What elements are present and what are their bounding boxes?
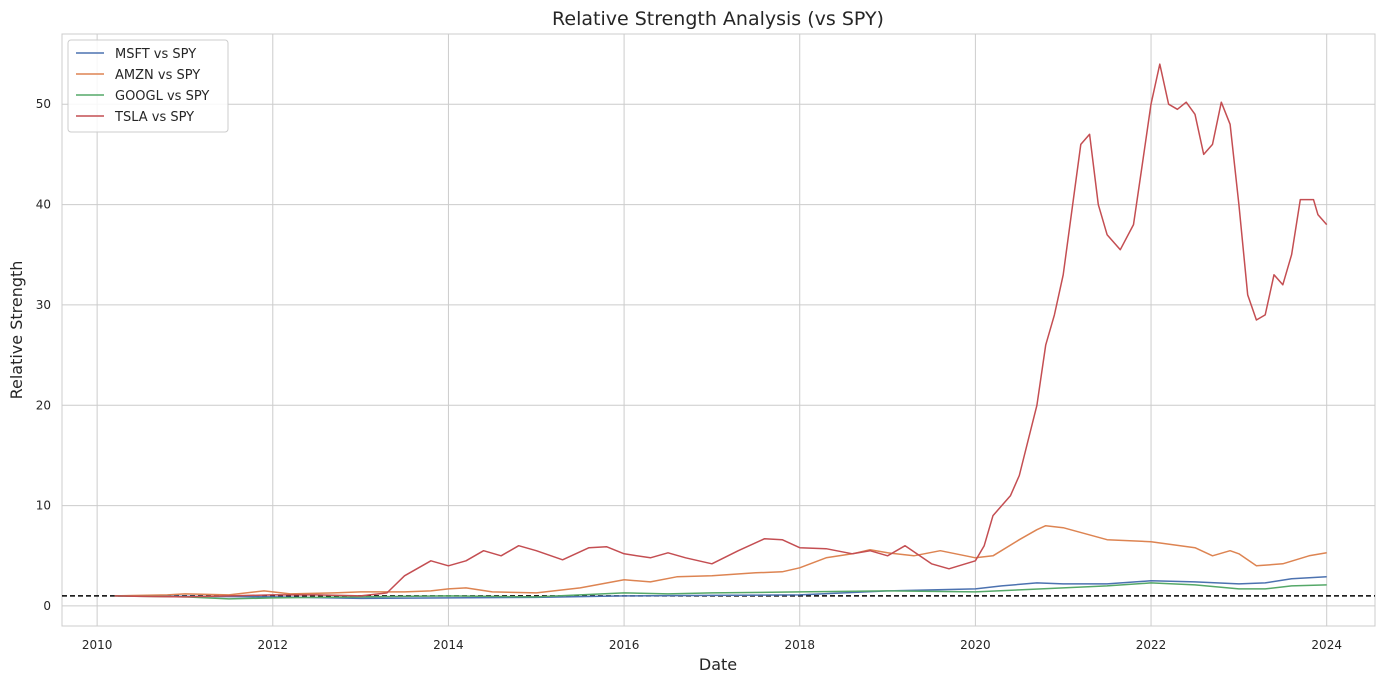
plot-area	[61, 33, 1376, 627]
x-tick-label: 2022	[1136, 638, 1167, 652]
series-group	[114, 63, 1328, 600]
y-tick-label: 0	[43, 599, 51, 613]
x-tick-label: 2014	[433, 638, 464, 652]
series-line-0	[114, 576, 1327, 600]
series-line-2	[114, 582, 1327, 600]
chart-title: Relative Strength Analysis (vs SPY)	[552, 8, 884, 30]
x-tick-label: 2018	[784, 638, 815, 652]
y-tick-label: 30	[36, 298, 51, 312]
y-tick-label: 10	[36, 499, 51, 513]
legend-box	[67, 39, 229, 133]
y-tick-label: 20	[36, 398, 51, 412]
legend: MSFT vs SPY AMZN vs SPY GOOGL vs SPY TSLA v…	[67, 39, 229, 133]
x-axis-ticks: 2010 2012 2014 2016 2018 2020 2022 2024	[82, 638, 1342, 652]
grid	[62, 34, 1375, 626]
legend-label: MSFT vs SPY	[115, 47, 196, 62]
x-tick-label: 2024	[1311, 638, 1342, 652]
legend-label: GOOGL vs SPY	[115, 89, 209, 104]
x-tick-label: 2020	[960, 638, 991, 652]
x-tick-label: 2016	[609, 638, 640, 652]
x-tick-label: 2010	[82, 638, 113, 652]
y-axis-label: Relative Strength	[7, 261, 26, 400]
y-tick-label: 50	[36, 97, 51, 111]
series-line-1	[114, 524, 1327, 597]
y-axis-ticks: 0 10 20 30 40 50	[36, 97, 51, 613]
x-tick-label: 2012	[258, 638, 289, 652]
series-line-3	[114, 63, 1328, 598]
legend-label: TSLA vs SPY	[114, 110, 194, 125]
legend-label: AMZN vs SPY	[115, 68, 200, 83]
x-axis-label: Date	[699, 655, 737, 674]
y-tick-label: 40	[36, 198, 51, 212]
